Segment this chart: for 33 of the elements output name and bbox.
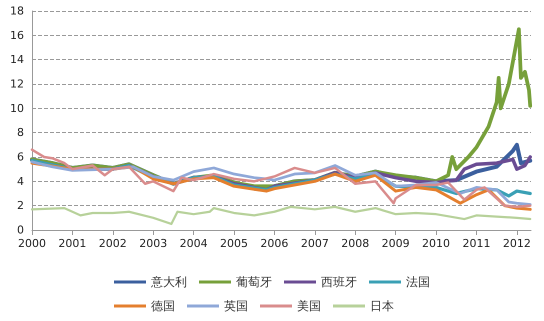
y-tick-label: 6 [17,150,24,164]
x-tick-label: 2005 [220,237,248,250]
y-tick-label: 10 [10,102,24,115]
line-series [30,148,532,208]
x-tick-label: 2004 [180,237,208,250]
x-tick-label: 2009 [382,237,410,250]
y-tick-label: 16 [10,28,24,42]
y-tick-label: 18 [10,4,24,18]
legend-label: 英国 [224,299,248,313]
y-tick-label: 0 [17,224,24,236]
x-tick-label: 2010 [422,237,450,250]
y-tick-label: 2 [17,199,24,212]
y-tick-label: 14 [10,53,24,66]
line-series [30,206,532,226]
legend-label: 美国 [297,299,321,313]
x-tick-label: 2006 [260,237,288,250]
x-tick-label: 2008 [341,237,370,250]
legend-label: 法国 [406,275,430,289]
x-tick-label: 2001 [58,237,86,250]
x-tick-label: 2007 [300,237,329,250]
y-tick-label: 12 [10,78,24,90]
legend-label: 日本 [370,299,394,313]
legend-label: 葡萄牙 [236,275,272,289]
y-tick-label: 8 [17,126,24,140]
y-tick-label: 4 [17,174,24,188]
x-tick-label: 2011 [462,237,490,250]
x-tick-label: 2012 [502,237,531,250]
legend-label: 德国 [151,299,175,313]
x-tick-label: 2003 [139,237,168,250]
x-tick-label: 2002 [98,237,127,250]
legend-label: 意大利 [150,275,187,289]
legend-label: 西班牙 [321,275,357,289]
x-tick-label: 2000 [18,237,46,250]
